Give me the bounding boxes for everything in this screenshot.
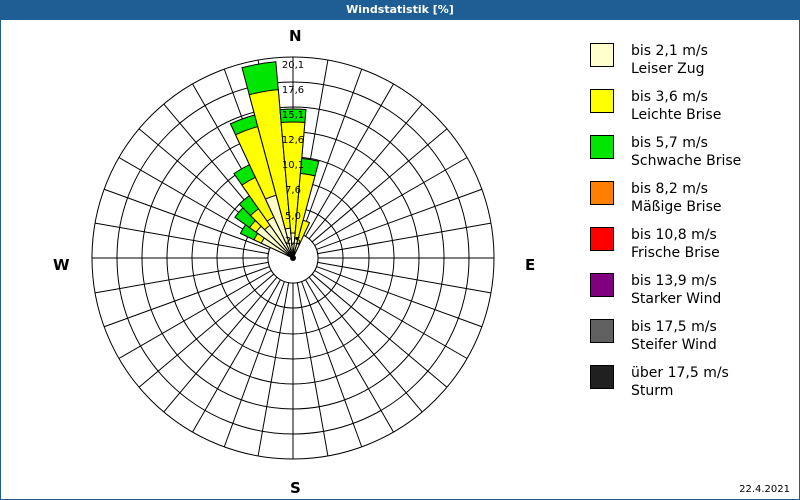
- legend-swatch: [590, 227, 614, 251]
- legend-label: Starker Wind: [631, 291, 722, 307]
- radial-tick-label: 15,1: [282, 110, 304, 121]
- wind-sector: [248, 89, 294, 259]
- legend-item-frische-brise: bis 10,8 m/s Frische Brise: [590, 227, 790, 273]
- legend-item-maessige-brise: bis 8,2 m/s Mäßige Brise: [590, 181, 790, 227]
- legend-item-steifer-wind: bis 17,5 m/s Steifer Wind: [590, 319, 790, 365]
- legend-range: bis 13,9 m/s: [631, 273, 717, 289]
- legend-range: bis 8,2 m/s: [631, 181, 708, 197]
- legend-range: über 17,5 m/s: [631, 365, 729, 381]
- radial-tick-label: 17,6: [282, 85, 304, 96]
- legend-label: Schwache Brise: [631, 153, 742, 169]
- legend-label: Frische Brise: [631, 245, 720, 261]
- legend-label: Leiser Zug: [631, 61, 705, 77]
- window-title: Windstatistik [%]: [0, 0, 800, 20]
- legend-range: bis 17,5 m/s: [631, 319, 717, 335]
- legend-item-leiser-zug: bis 2,1 m/s Leiser Zug: [590, 43, 790, 89]
- legend-item-leichte-brise: bis 3,6 m/s Leichte Brise: [590, 89, 790, 135]
- legend-label: Sturm: [631, 383, 674, 399]
- legend-item-sturm: über 17,5 m/s Sturm: [590, 365, 790, 411]
- legend-range: bis 2,1 m/s: [631, 43, 708, 59]
- legend-swatch: [590, 135, 614, 159]
- legend-range: bis 3,6 m/s: [631, 89, 708, 105]
- radial-tick-label: 20,1: [282, 60, 304, 71]
- legend-item-starker-wind: bis 13,9 m/s Starker Wind: [590, 273, 790, 319]
- wind-sector: [292, 242, 301, 259]
- compass-east-label: E: [525, 256, 536, 274]
- compass-west-label: W: [53, 256, 70, 274]
- radial-tick-label: 10,1: [282, 160, 304, 171]
- legend-label: Leichte Brise: [631, 107, 722, 123]
- wind-rose-chart: 2,5 5,0 7,6 10,1 12,6 15,1 17,6 20,1: [91, 56, 495, 460]
- compass-south-label: S: [290, 479, 301, 497]
- radial-tick-label: 12,6: [282, 135, 304, 146]
- radial-tick-label: 7,6: [285, 185, 301, 196]
- radial-tick-label: 5,0: [285, 211, 301, 222]
- legend-item-schwache-brise: bis 5,7 m/s Schwache Brise: [590, 135, 790, 181]
- legend-range: bis 5,7 m/s: [631, 135, 708, 151]
- legend-label: Mäßige Brise: [631, 199, 722, 215]
- date-stamp: 22.4.2021: [739, 484, 790, 495]
- legend-swatch: [590, 319, 614, 343]
- wind-sector: [280, 121, 306, 259]
- compass-north-label: N: [289, 27, 302, 45]
- radial-tick-label: 2,5: [285, 236, 301, 247]
- legend-swatch: [590, 365, 614, 389]
- legend-range: bis 10,8 m/s: [631, 227, 717, 243]
- legend-label: Steifer Wind: [631, 337, 717, 353]
- legend-swatch: [590, 43, 614, 67]
- legend-swatch: [590, 273, 614, 297]
- legend-swatch: [590, 89, 614, 113]
- legend-swatch: [590, 181, 614, 205]
